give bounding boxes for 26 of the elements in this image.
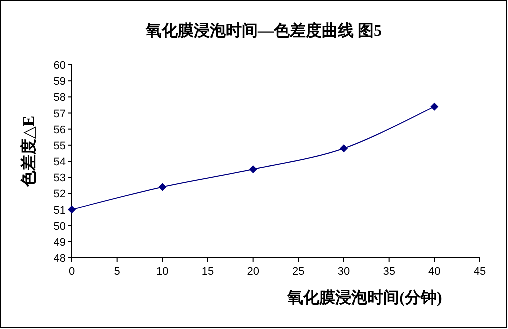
ylabel: 色差度△E (21, 116, 38, 187)
xtick: 15 (202, 266, 214, 278)
ytick: 54 (54, 156, 66, 168)
xtick: 5 (114, 266, 120, 278)
ytick: 56 (54, 124, 66, 136)
xtick: 0 (68, 266, 76, 278)
ytick: 55 (54, 140, 66, 152)
ytick: 60 (54, 60, 66, 72)
xtick: 45 (474, 266, 486, 278)
ytick: 52 (54, 188, 66, 201)
ytick: 50 (54, 220, 66, 233)
xtick: 25 (292, 266, 305, 278)
title: 氧化膜浸泡时间—色差度曲线 图5 (146, 23, 382, 40)
xtick: 40 (428, 266, 441, 278)
xlabel: 氧化膜浸泡时间(分钟) (288, 290, 442, 307)
ytick: 59 (54, 76, 66, 88)
ytick: 49 (54, 236, 66, 249)
ytick: 53 (54, 172, 66, 185)
xtick: 10 (156, 266, 169, 278)
ytick: 51 (54, 204, 66, 217)
xtick: 30 (338, 266, 350, 278)
ytick: 48 (54, 253, 66, 265)
xtick: 20 (247, 266, 260, 278)
ytick: 57 (54, 108, 66, 120)
ytick: 58 (54, 92, 66, 104)
xtick: 35 (383, 266, 396, 278)
